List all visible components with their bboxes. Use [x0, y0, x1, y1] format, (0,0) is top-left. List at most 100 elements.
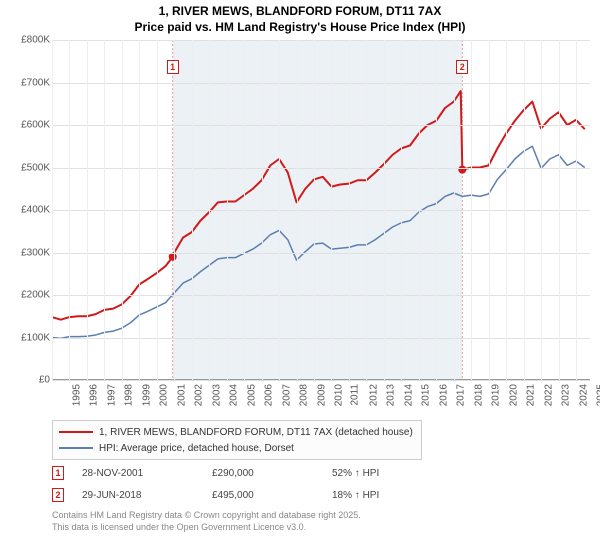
x-gridline — [524, 40, 525, 380]
chart-footer: Contains HM Land Registry data © Crown c… — [52, 510, 361, 533]
chart-title-block: 1, RIVER MEWS, BLANDFORD FORUM, DT11 7AX… — [0, 0, 600, 35]
x-axis-label: 2003 — [211, 384, 222, 406]
marker-box: 1 — [167, 60, 179, 74]
x-gridline — [104, 40, 105, 380]
x-gridline — [244, 40, 245, 380]
x-gridline — [576, 40, 577, 380]
x-gridline — [349, 40, 350, 380]
legend-item: 1, RIVER MEWS, BLANDFORD FORUM, DT11 7AX… — [59, 424, 415, 440]
x-axis-label: 1995 — [71, 384, 82, 406]
x-gridline — [559, 40, 560, 380]
legend-item: HPI: Average price, detached house, Dors… — [59, 440, 415, 456]
y-axis-label: £800K — [21, 35, 50, 46]
x-axis-label: 1999 — [141, 384, 152, 406]
y-axis-label: £500K — [21, 162, 50, 173]
x-axis-label: 2004 — [228, 384, 239, 406]
x-gridline — [401, 40, 402, 380]
y-gridline — [52, 40, 590, 41]
y-gridline — [52, 210, 590, 211]
x-gridline — [192, 40, 193, 380]
legend-box: 1, RIVER MEWS, BLANDFORD FORUM, DT11 7AX… — [52, 420, 422, 460]
x-axis-label: 2019 — [490, 384, 501, 406]
x-axis-label: 2006 — [263, 384, 274, 406]
x-gridline — [454, 40, 455, 380]
x-axis-label: 2012 — [368, 384, 379, 406]
x-gridline — [489, 40, 490, 380]
x-axis-label: 1998 — [124, 384, 135, 406]
y-axis-label: £100K — [21, 332, 50, 343]
x-gridline — [506, 40, 507, 380]
footer-line2: This data is licensed under the Open Gov… — [52, 522, 361, 534]
y-gridline — [52, 83, 590, 84]
y-axis-label: £400K — [21, 205, 50, 216]
annotation-pct: 52% ↑ HPI — [332, 468, 452, 479]
x-axis-label: 2018 — [473, 384, 484, 406]
x-axis-label: 2007 — [281, 384, 292, 406]
annotations-table: 1 28-NOV-2001£290,00052% ↑ HPI 2 29-JUN-201… — [52, 462, 542, 506]
x-gridline — [209, 40, 210, 380]
x-axis-label: 2025 — [595, 384, 600, 406]
y-axis-label: £0 — [39, 375, 50, 386]
chart-container: 1, RIVER MEWS, BLANDFORD FORUM, DT11 7AX… — [0, 0, 600, 560]
x-gridline — [87, 40, 88, 380]
y-gridline — [52, 125, 590, 126]
x-axis-label: 2020 — [508, 384, 519, 406]
x-gridline — [436, 40, 437, 380]
annotation-date: 29-JUN-2018 — [82, 490, 212, 501]
annotation-price: £495,000 — [212, 490, 332, 501]
x-axis-label: 2014 — [403, 384, 414, 406]
x-gridline — [419, 40, 420, 380]
annotation-badge: 1 — [52, 466, 64, 480]
x-axis-label: 2008 — [298, 384, 309, 406]
x-axis-label: 2023 — [560, 384, 571, 406]
annotation-row: 2 29-JUN-2018£495,00018% ↑ HPI — [52, 484, 542, 506]
x-axis-label: 2022 — [543, 384, 554, 406]
x-gridline — [314, 40, 315, 380]
annotation-badge: 2 — [52, 488, 64, 502]
x-gridline — [157, 40, 158, 380]
annotation-row: 1 28-NOV-2001£290,00052% ↑ HPI — [52, 462, 542, 484]
y-gridline — [52, 338, 590, 339]
x-axis-label: 2024 — [578, 384, 589, 406]
x-gridline — [366, 40, 367, 380]
x-axis-label: 2015 — [421, 384, 432, 406]
footer-line1: Contains HM Land Registry data © Crown c… — [52, 510, 361, 522]
chart-title-line2: Price paid vs. HM Land Registry's House … — [0, 20, 600, 36]
annotation-price: £290,000 — [212, 468, 332, 479]
y-gridline — [52, 168, 590, 169]
x-gridline — [52, 40, 53, 380]
y-axis-label: £300K — [21, 247, 50, 258]
x-axis-label: 2021 — [525, 384, 536, 406]
marker-dot — [169, 253, 177, 261]
x-gridline — [297, 40, 298, 380]
marker-box: 2 — [456, 60, 468, 74]
x-gridline — [331, 40, 332, 380]
legend-label: HPI: Average price, detached house, Dors… — [99, 443, 294, 454]
y-gridline — [52, 295, 590, 296]
y-gridline — [52, 380, 590, 381]
x-axis-label: 2010 — [333, 384, 344, 406]
y-gridline — [52, 253, 590, 254]
plot-area: £0£100K£200K£300K£400K£500K£600K£700K£80… — [52, 40, 590, 380]
legend-swatch — [59, 447, 93, 449]
x-axis-label: 2000 — [159, 384, 170, 406]
x-axis-label: 2001 — [176, 384, 187, 406]
x-axis-label: 2009 — [316, 384, 327, 406]
y-axis-label: £700K — [21, 77, 50, 88]
annotation-pct: 18% ↑ HPI — [332, 490, 452, 501]
y-axis-label: £200K — [21, 290, 50, 301]
x-axis-label: 2016 — [438, 384, 449, 406]
x-gridline — [227, 40, 228, 380]
x-gridline — [174, 40, 175, 380]
x-axis-label: 2011 — [350, 384, 361, 406]
x-gridline — [262, 40, 263, 380]
x-axis-label: 1996 — [89, 384, 100, 406]
x-axis-label: 2002 — [194, 384, 205, 406]
x-gridline — [69, 40, 70, 380]
x-axis-label: 2005 — [246, 384, 257, 406]
x-axis-label: 1997 — [106, 384, 117, 406]
x-gridline — [541, 40, 542, 380]
annotation-date: 28-NOV-2001 — [82, 468, 212, 479]
chart-title-line1: 1, RIVER MEWS, BLANDFORD FORUM, DT11 7AX — [0, 4, 600, 20]
y-axis-label: £600K — [21, 120, 50, 131]
